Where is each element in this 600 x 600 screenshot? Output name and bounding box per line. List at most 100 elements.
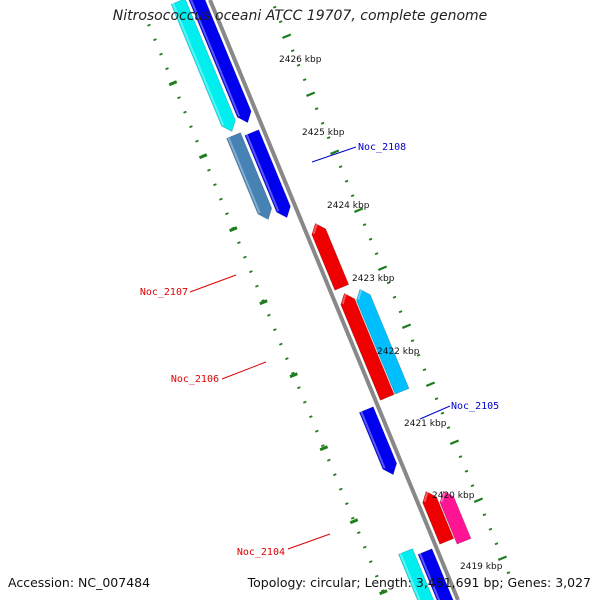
tick-marks bbox=[147, 5, 511, 596]
gene-feature-cyan-3-body bbox=[398, 548, 434, 600]
tick-outer-32 bbox=[338, 487, 343, 491]
gene-feature-cyan-1-highlight bbox=[172, 3, 225, 126]
tick-outer-13 bbox=[225, 212, 229, 216]
tick-outer-21 bbox=[273, 328, 277, 332]
kbp-label-2419: 2419 kbp bbox=[460, 562, 503, 572]
tick-inner-29 bbox=[434, 397, 439, 401]
tick-inner-5 bbox=[290, 49, 295, 53]
gene-feature-lightblue-2106-highlight bbox=[357, 288, 363, 301]
kbp-major-tick-5 bbox=[319, 445, 329, 452]
tick-inner-22 bbox=[392, 295, 397, 299]
tick-inner-37 bbox=[482, 513, 487, 517]
gene-feature-blue-2105-highlight bbox=[360, 411, 386, 469]
gene-features bbox=[170, 0, 472, 600]
gene-feature-pink-2104-body bbox=[439, 490, 472, 545]
tick-outer-6 bbox=[183, 110, 187, 114]
tick-inner-9 bbox=[314, 107, 319, 111]
tick-outer-30 bbox=[326, 458, 331, 462]
gene-label-noc-2105[interactable]: Noc_2105 bbox=[451, 401, 499, 412]
gene-label-noc-2104[interactable]: Noc_2104 bbox=[237, 547, 285, 558]
tick-inner-30 bbox=[440, 411, 445, 415]
tick-outer-3 bbox=[165, 67, 169, 71]
gene-label-leader-noc-2108 bbox=[311, 146, 357, 163]
gene-label-leader-noc-2105 bbox=[419, 405, 451, 420]
tick-outer-29 bbox=[320, 444, 325, 448]
tick-outer-24 bbox=[291, 371, 295, 375]
kbp-label-2424: 2424 kbp bbox=[327, 201, 370, 211]
tick-inner-20 bbox=[377, 265, 388, 271]
tick-outer-22 bbox=[279, 342, 283, 346]
kbp-major-tick-0 bbox=[168, 80, 178, 87]
tick-outer-19 bbox=[261, 299, 265, 303]
tick-outer-8 bbox=[195, 139, 199, 143]
tick-outer-38 bbox=[374, 574, 379, 578]
tick-outer-39 bbox=[380, 589, 385, 593]
tick-outer-15 bbox=[237, 241, 241, 245]
gene-feature-blue-3-body bbox=[417, 548, 454, 600]
tick-inner-14 bbox=[344, 179, 349, 183]
tick-inner-11 bbox=[326, 136, 331, 140]
kbp-label-2422: 2422 kbp bbox=[377, 347, 420, 357]
gene-feature-blue-2-body bbox=[244, 129, 291, 219]
kbp-major-tick-6 bbox=[349, 518, 359, 525]
gene-label-noc-2106[interactable]: Noc_2106 bbox=[171, 374, 219, 385]
gene-feature-blue-2105-body bbox=[358, 406, 397, 476]
tick-inner-10 bbox=[320, 121, 325, 125]
gene-feature-pink-2104-highlight bbox=[440, 490, 447, 503]
tick-inner-12 bbox=[330, 149, 340, 155]
tick-inner-19 bbox=[374, 252, 379, 256]
tick-outer-16 bbox=[243, 255, 247, 259]
tick-inner-3 bbox=[278, 20, 283, 24]
gene-feature-cyan-1 bbox=[170, 0, 236, 132]
gene-feature-red-2106-body bbox=[340, 292, 395, 401]
gene-feature-lightblue-2106-body bbox=[356, 288, 410, 395]
tick-outer-10 bbox=[207, 168, 211, 172]
gene-feature-blue-2-highlight bbox=[245, 134, 280, 212]
tick-inner-38 bbox=[488, 527, 493, 531]
tick-outer-7 bbox=[189, 125, 193, 129]
gene-feature-steelblue-2108 bbox=[226, 132, 273, 220]
gene-label-noc-2108[interactable]: Noc_2108 bbox=[358, 142, 406, 153]
gene-feature-red-2106-highlight bbox=[341, 292, 348, 305]
tick-inner-27 bbox=[422, 368, 427, 372]
gene-feature-red-2107 bbox=[311, 222, 350, 291]
kbp-label-2421: 2421 kbp bbox=[404, 419, 447, 429]
gene-feature-red-2104-body bbox=[422, 490, 455, 545]
tick-inner-4 bbox=[282, 33, 292, 39]
kbp-label-2423: 2423 kbp bbox=[352, 274, 395, 284]
gene-feature-cyan-1-body bbox=[170, 0, 236, 132]
gene-feature-red-2106 bbox=[340, 292, 395, 401]
tick-outer-25 bbox=[297, 386, 301, 390]
tick-inner-23 bbox=[398, 310, 403, 314]
gene-feature-cyan-3 bbox=[398, 548, 434, 600]
tick-inner-15 bbox=[350, 194, 355, 198]
tick-inner-36 bbox=[473, 497, 484, 503]
gene-feature-blue-1-body bbox=[188, 0, 252, 124]
tick-outer-26 bbox=[303, 400, 307, 404]
tick-inner-32 bbox=[449, 439, 460, 445]
kbp-major-tick-3 bbox=[259, 299, 268, 306]
tick-inner-13 bbox=[338, 165, 343, 169]
tick-inner-21 bbox=[386, 281, 391, 285]
tick-outer-12 bbox=[219, 197, 223, 201]
gene-feature-red-2104-highlight bbox=[423, 490, 429, 503]
tick-inner-33 bbox=[458, 455, 463, 459]
tick-outer-35 bbox=[356, 531, 361, 535]
kbp-label-2420: 2420 kbp bbox=[432, 491, 475, 501]
tick-outer-31 bbox=[332, 473, 337, 477]
tick-outer-20 bbox=[267, 313, 271, 317]
gene-label-noc-2107[interactable]: Noc_2107 bbox=[140, 287, 188, 298]
gene-feature-pink-2104 bbox=[439, 490, 472, 545]
kbp-labels: 2426 kbp 2425 kbp 2424 kbp 2423 kbp 2422… bbox=[279, 55, 503, 572]
gene-label-leader-noc-2107 bbox=[189, 274, 237, 293]
tick-outer-0 bbox=[147, 23, 151, 27]
gene-label-leader-noc-2106 bbox=[221, 361, 267, 380]
gene-feature-steelblue-2108-highlight bbox=[227, 137, 261, 214]
gene-feature-blue-2 bbox=[244, 129, 291, 219]
gene-feature-red-2104 bbox=[422, 490, 455, 545]
tick-outer-28 bbox=[314, 429, 319, 433]
tick-inner-41 bbox=[506, 571, 511, 575]
tick-outer-1 bbox=[153, 38, 157, 42]
